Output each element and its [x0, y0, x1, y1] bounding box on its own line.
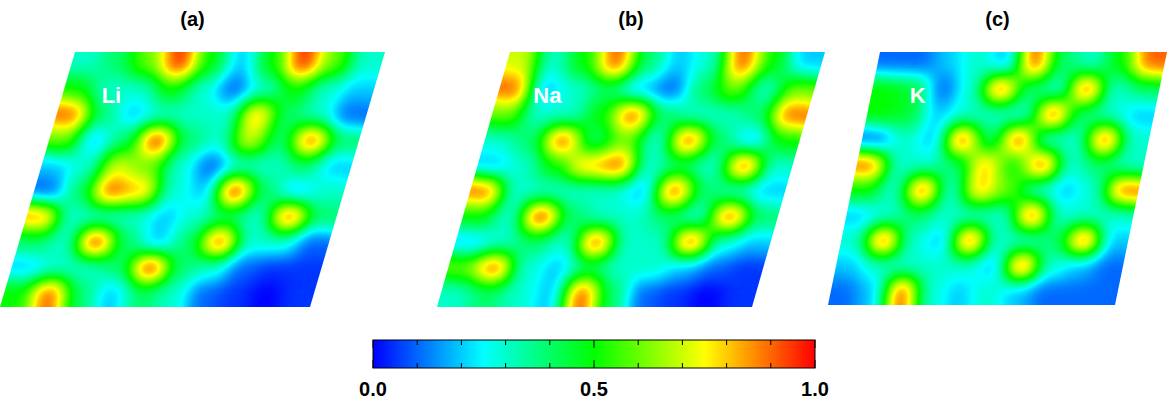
minor-tick: [682, 363, 683, 368]
minor-tick: [461, 340, 462, 345]
heat-cell: [1116, 127, 1153, 154]
heat-cell: [1085, 279, 1122, 306]
heat-cell: [1111, 152, 1148, 179]
minor-tick: [549, 340, 550, 345]
heat-cell: [726, 255, 768, 283]
major-tick: [373, 340, 374, 348]
element-label: Na: [533, 83, 562, 108]
minor-tick: [417, 340, 418, 345]
element-label: Li: [102, 83, 122, 108]
heat-cell: [763, 127, 805, 155]
heat-cell: [315, 153, 357, 181]
panel-map: [0, 51, 387, 308]
minor-tick: [549, 363, 550, 368]
major-tick: [594, 340, 595, 348]
heat-cell: [1090, 253, 1127, 280]
heat-cell: [785, 51, 827, 79]
major-tick: [594, 360, 595, 368]
heat-cell: [1121, 102, 1158, 129]
heat-cell: [277, 280, 319, 308]
panel-title: (c): [985, 8, 1009, 30]
heat-cell: [1095, 228, 1132, 255]
minor-tick: [682, 340, 683, 345]
colorbar: [373, 340, 815, 368]
heat-cell: [741, 204, 783, 232]
minor-tick: [505, 340, 506, 345]
heat-cell: [345, 51, 387, 79]
heat-cell: [307, 178, 349, 206]
major-tick: [815, 340, 816, 348]
heat-cell: [1132, 51, 1169, 78]
minor-tick: [461, 363, 462, 368]
heat-cell: [337, 76, 379, 104]
panel-map: [827, 51, 1169, 306]
heat-cell: [322, 127, 364, 155]
heat-cell: [777, 76, 819, 104]
minor-tick: [770, 363, 771, 368]
minor-tick: [770, 340, 771, 345]
minor-tick: [417, 363, 418, 368]
minor-tick: [638, 340, 639, 345]
heat-cell: [285, 255, 327, 283]
minor-tick: [726, 363, 727, 368]
panel-map: [435, 51, 826, 308]
major-tick: [373, 360, 374, 368]
colorbar-label: 0.0: [359, 378, 387, 400]
element-label: K: [910, 83, 926, 108]
heat-cell: [734, 229, 776, 257]
cell-group: [435, 51, 826, 308]
minor-tick: [638, 363, 639, 368]
major-tick: [815, 360, 816, 368]
figure: (a) Li (b) Na (c) K 0.0 0.5 1.0: [0, 0, 1171, 414]
minor-tick: [726, 340, 727, 345]
heat-cell: [748, 178, 790, 206]
heat-cell: [1106, 177, 1143, 204]
cell-group: [0, 51, 387, 308]
panel-title: (a): [180, 8, 204, 30]
heat-cell: [770, 102, 812, 130]
heat-cell: [300, 204, 342, 232]
heat-cell: [1127, 76, 1164, 103]
colorbar-label: 1.0: [801, 378, 829, 400]
colorbar-label: 0.5: [580, 378, 608, 400]
heat-cell: [755, 153, 797, 181]
minor-tick: [505, 363, 506, 368]
heat-cell: [292, 229, 334, 257]
heat-cell: [719, 280, 761, 308]
heat-cell: [1101, 203, 1138, 230]
cell-group: [827, 51, 1169, 306]
heat-cell: [330, 102, 372, 130]
panel-title: (b): [618, 8, 644, 30]
